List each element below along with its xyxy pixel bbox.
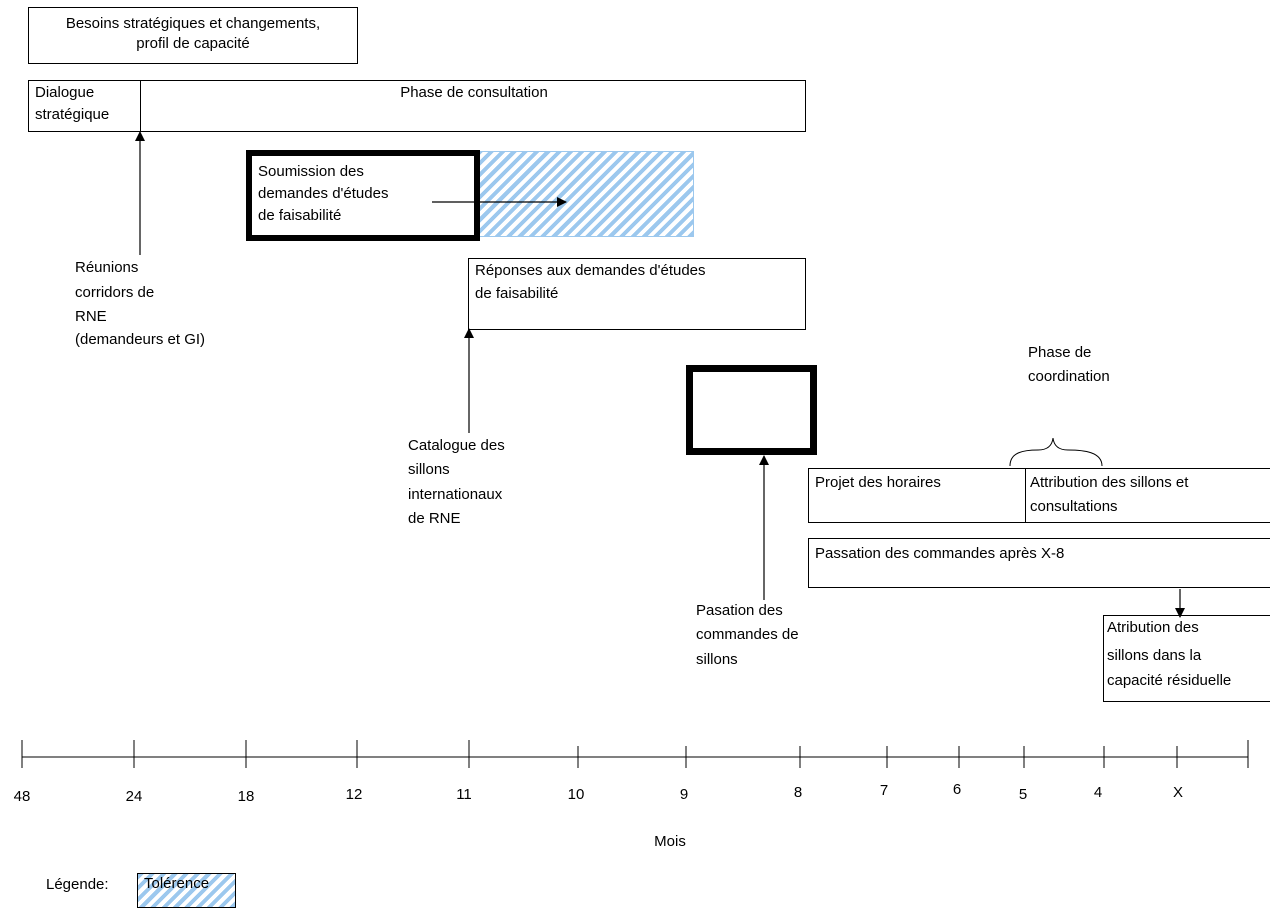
consultation-phase-label: Phase de consultation [400,84,548,101]
rne-meetings-line1: Réunions [75,259,139,276]
submission-box: Soumission des demandes d'études de fais… [246,150,480,241]
rne-meetings-line3: RNE [75,308,107,325]
tick-label-48: 48 [13,788,31,805]
residual-line3: capacité résiduelle [1107,672,1232,689]
catalogue-line3: internationaux [408,486,503,503]
coordination-phase-line1: Phase de [1028,344,1092,361]
tick-label-5: 5 [1018,786,1028,803]
responses-box: Réponses aux demandes d'études de faisab… [468,258,806,330]
path-allocation-line1: Attribution des sillons et [1030,474,1189,491]
timetable-draft-label: Projet des horaires [815,474,941,491]
rne-meetings-line2: corridors de [75,284,155,301]
catalogue-line1: Catalogue des [408,437,505,454]
strategic-needs-line2: profil de capacité [136,35,250,52]
tick-label-24: 24 [125,788,143,805]
axis-label: Mois [654,833,686,850]
dialogue-line2: stratégique [35,106,110,123]
tick-label-6: 6 [952,781,962,798]
residual-line1: Atribution des [1107,619,1199,636]
path-allocation-box: Attribution des sillons et consultations [1025,468,1270,523]
tick-label-8: 8 [793,784,803,801]
path-orders-box [686,365,817,455]
legend-tolerance-label: Tolérence [144,875,210,892]
strategic-needs-box: Besoins stratégiques et changements, pro… [28,7,358,64]
responses-line1: Réponses aux demandes d'études [475,262,706,279]
coordination-phase-line2: coordination [1028,368,1110,385]
tick-label-7: 7 [879,782,889,799]
tick-label-x: X [1172,784,1183,801]
catalogue-line2: sillons [408,461,450,478]
path-orders-line3: sillons [696,651,738,668]
late-orders-box: Passation des commandes après X-8 [808,538,1270,588]
legend-tolerance-swatch: Tolérence [137,873,236,908]
path-orders-line2: commandes de [696,626,799,643]
tick-label-9: 9 [679,786,689,803]
submission-line2: demandes d'études [258,185,389,202]
strategic-needs-line1: Besoins stratégiques et changements, [65,15,321,32]
responses-line2: de faisabilité [475,285,559,302]
path-orders-line1: Pasation des [696,602,783,619]
legend-label: Légende: [46,876,109,893]
dialogue-box: Dialogue stratégique [28,80,141,132]
submission-line1: Soumission des [258,163,364,180]
tick-label-18: 18 [237,788,255,805]
late-orders-label: Passation des commandes après X-8 [815,545,1065,562]
tick-label-12: 12 [345,786,363,803]
tick-label-11: 11 [456,786,472,803]
rne-meetings-line4: (demandeurs et GI) [75,331,206,348]
path-allocation-line2: consultations [1030,498,1118,515]
consultation-phase-box: Phase de consultation [140,80,806,132]
residual-line2: sillons dans la [1107,647,1202,664]
tick-label-4: 4 [1093,784,1103,801]
timetable-draft-box: Projet des horaires [808,468,1026,523]
residual-box: Atribution des sillons dans la capacité … [1103,615,1270,702]
dialogue-line1: Dialogue [35,84,95,101]
tick-label-10: 10 [567,786,585,803]
coordination-brace [1009,437,1103,467]
tolerance-hatch-box [476,151,694,237]
catalogue-line4: de RNE [408,510,461,527]
submission-line3: de faisabilité [258,207,342,224]
